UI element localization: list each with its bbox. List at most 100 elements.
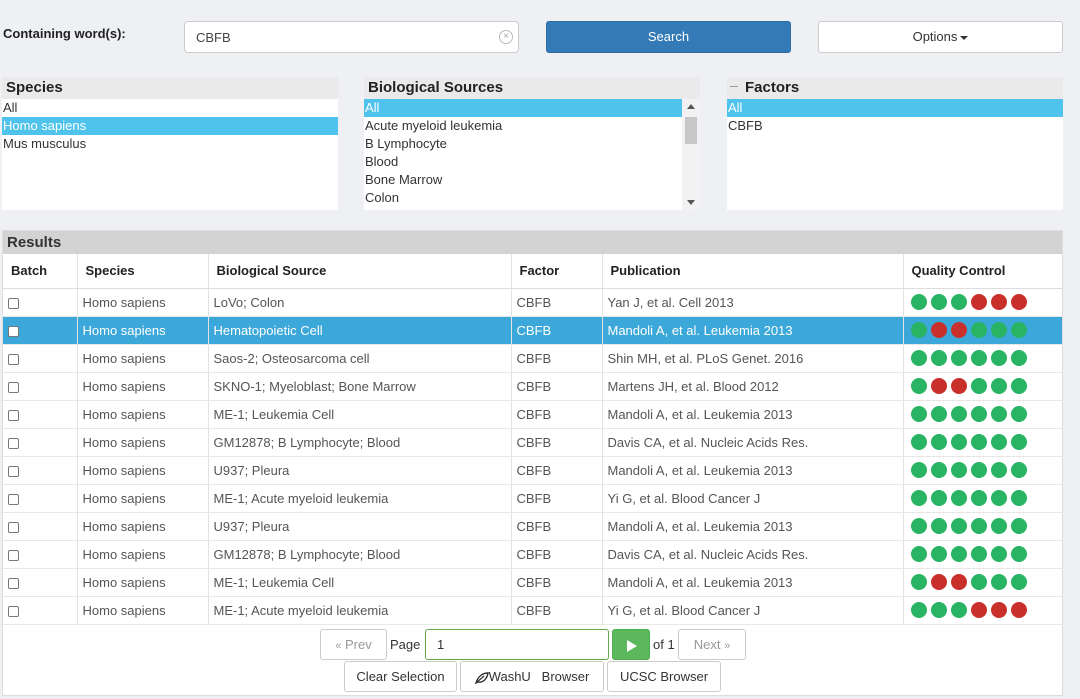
species-cell: Homo sapiens [77, 288, 209, 317]
clear-selection-button[interactable]: Clear Selection [344, 661, 457, 692]
scroll-thumb[interactable] [685, 117, 697, 144]
batch-checkbox[interactable] [8, 297, 19, 309]
table-row[interactable]: Homo sapiens ME-1; Acute myeloid leukemia… [3, 484, 1062, 513]
factor-cell: CBFB [511, 428, 603, 457]
factors-list: All CBFB [727, 99, 1063, 135]
batch-checkbox[interactable] [8, 465, 19, 477]
collapse-icon[interactable] [730, 86, 738, 87]
qc-pass-indicator [950, 406, 967, 423]
leaf-icon [474, 671, 489, 684]
column-header[interactable]: Batch [3, 254, 78, 289]
qc-pass-indicator [950, 294, 967, 311]
biological-source-item[interactable]: Acute myeloid leukemia [365, 118, 503, 133]
batch-cell [3, 316, 78, 345]
source-cell: U937; Pleura [208, 456, 512, 485]
column-header[interactable]: Species [77, 254, 209, 289]
column-header[interactable]: Biological Source [208, 254, 512, 289]
biological-source-item[interactable]: B Lymphocyte [365, 136, 447, 151]
biological-sources-title: Biological Sources [364, 77, 700, 99]
batch-checkbox[interactable] [8, 493, 19, 505]
qc-pass-indicator [950, 350, 967, 367]
qc-pass-indicator [950, 518, 967, 535]
table-row[interactable]: Homo sapiens GM12878; B Lymphocyte; Blood… [3, 540, 1062, 569]
clear-icon[interactable]: × [499, 30, 513, 44]
batch-checkbox[interactable] [8, 353, 19, 365]
species-item[interactable]: Homo sapiens [2, 117, 338, 135]
batch-checkbox[interactable] [8, 549, 19, 561]
qc-pass-indicator [930, 406, 947, 423]
search-button[interactable]: Search [546, 21, 791, 53]
species-cell: Homo sapiens [77, 456, 209, 485]
table-row[interactable]: Homo sapiens Saos-2; Osteosarcoma cell CBF… [3, 344, 1062, 373]
qc-pass-indicator [1010, 322, 1027, 339]
scroll-down-icon[interactable] [687, 200, 695, 205]
page-field[interactable] [425, 629, 609, 660]
species-item[interactable]: Mus musculus [3, 136, 87, 151]
batch-checkbox[interactable] [8, 409, 19, 421]
factor-item[interactable]: All [727, 99, 1063, 117]
table-row[interactable]: Homo sapiens GM12878; B Lymphocyte; Blood… [3, 428, 1062, 457]
factor-cell: CBFB [511, 372, 603, 401]
species-cell: Homo sapiens [77, 512, 209, 541]
qc-pass-indicator [990, 378, 1007, 395]
qc-fail-indicator [930, 574, 947, 591]
options-button[interactable]: Options [818, 21, 1063, 53]
batch-checkbox[interactable] [8, 437, 19, 449]
prev-label: Prev [345, 637, 372, 652]
qc-pass-indicator [910, 406, 927, 423]
factor-cell: CBFB [511, 568, 603, 597]
play-icon [627, 639, 637, 652]
biological-sources-scrollbar[interactable] [682, 99, 700, 210]
publication-cell: Mandoli A, et al. Leukemia 2013 [602, 456, 904, 485]
publication-cell: Mandoli A, et al. Leukemia 2013 [602, 568, 904, 597]
go-page-button[interactable] [612, 629, 650, 660]
table-row[interactable]: Homo sapiens SKNO-1; Myeloblast; Bone Mar… [3, 372, 1062, 401]
quality-control-cell [903, 400, 1062, 429]
table-row[interactable]: Homo sapiens U937; Pleura CBFB Mandoli A, e… [3, 512, 1062, 541]
options-label: Options [912, 29, 958, 44]
ucsc-browser-button[interactable]: UCSC Browser [607, 661, 721, 692]
table-row[interactable]: Homo sapiens ME-1; Leukemia Cell CBFB Mando… [3, 400, 1062, 429]
table-row[interactable]: Homo sapiens LoVo; Colon CBFB Yan J, et al.… [3, 288, 1062, 317]
batch-checkbox[interactable] [8, 325, 19, 337]
source-cell: Hematopoietic Cell [208, 316, 512, 345]
batch-checkbox[interactable] [8, 381, 19, 393]
washu-browser-button[interactable]: WashU Browser [460, 661, 604, 692]
biological-source-item[interactable]: Colon [365, 190, 399, 205]
factor-item[interactable]: CBFB [728, 118, 763, 133]
table-row[interactable]: Homo sapiens ME-1; Acute myeloid leukemia… [3, 596, 1062, 625]
batch-checkbox[interactable] [8, 605, 19, 617]
publication-cell: Shin MH, et al. PLoS Genet. 2016 [602, 344, 904, 373]
species-item[interactable]: All [3, 100, 18, 115]
column-header[interactable]: Quality Control [903, 254, 1062, 289]
column-header[interactable]: Factor [511, 254, 603, 289]
table-row[interactable]: Homo sapiens Hematopoietic Cell CBFB Mandol… [3, 316, 1062, 345]
qc-pass-indicator [930, 434, 947, 451]
biological-source-item[interactable]: All [364, 99, 682, 117]
qc-pass-indicator [930, 490, 947, 507]
search-input[interactable] [185, 22, 475, 52]
qc-pass-indicator [990, 434, 1007, 451]
source-cell: SKNO-1; Myeloblast; Bone Marrow [208, 372, 512, 401]
prev-page-button[interactable]: « Prev [320, 629, 387, 660]
table-row[interactable]: Homo sapiens U937; Pleura CBFB Mandoli A, e… [3, 456, 1062, 485]
column-header[interactable]: Publication [602, 254, 904, 289]
factors-title: Factors [727, 77, 1063, 99]
biological-source-item[interactable]: Bone Marrow [365, 172, 443, 187]
batch-checkbox[interactable] [8, 577, 19, 589]
qc-pass-indicator [990, 350, 1007, 367]
next-page-button[interactable]: Next » [678, 629, 746, 660]
qc-pass-indicator [1010, 350, 1027, 367]
source-cell: ME-1; Acute myeloid leukemia [208, 484, 512, 513]
qc-pass-indicator [950, 602, 967, 619]
biological-source-item[interactable]: Blood [365, 154, 399, 169]
batch-checkbox[interactable] [8, 521, 19, 533]
results-header-row: Batch Species Biological Source Factor Publi… [3, 254, 1062, 289]
page-input[interactable] [426, 630, 596, 659]
search-field[interactable]: × [184, 21, 519, 53]
factor-cell: CBFB [511, 512, 603, 541]
species-panel: Species All Homo sapiens Mus musculus [2, 77, 338, 210]
table-row[interactable]: Homo sapiens ME-1; Leukemia Cell CBFB Mando… [3, 568, 1062, 597]
publication-cell: Mandoli A, et al. Leukemia 2013 [602, 400, 904, 429]
scroll-up-icon[interactable] [687, 104, 695, 109]
